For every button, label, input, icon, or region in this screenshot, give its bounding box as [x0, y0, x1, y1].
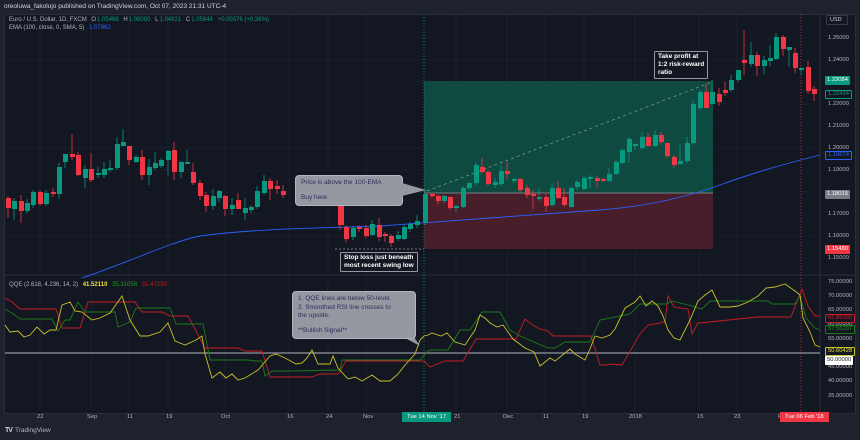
- price-tick: 1.17000: [828, 211, 849, 217]
- time-tick: 11: [543, 414, 550, 420]
- price-tick: 1.22000: [828, 101, 849, 107]
- symbol-legend: Euro / U.S. Dollar, 1D, FXCM O1.05468 H1…: [9, 17, 269, 23]
- time-tick: Nov: [363, 414, 374, 420]
- qqe-tick: 40.00000: [828, 378, 853, 384]
- last-price-tag: 1.22494: [825, 90, 852, 99]
- qqe-tick: 55.00000: [828, 336, 853, 342]
- price-tick: 1.19000: [828, 167, 849, 173]
- candlesticks: [6, 30, 817, 247]
- time-tick: 19: [166, 414, 173, 420]
- exit-date-tag: Tue 06 Feb '18: [780, 412, 829, 422]
- price-tick: 1.20000: [828, 145, 849, 151]
- qqe-tick: 70.00000: [828, 293, 853, 299]
- qqe-yellow-tag: 50.60428: [825, 347, 856, 356]
- price-tick: 1.21000: [828, 123, 849, 129]
- qqe-red-line: [4, 287, 820, 378]
- time-tick: 15: [697, 414, 704, 420]
- take-profit-note[interactable]: Take profit at 1:2 risk-reward ratio: [654, 51, 709, 79]
- stop-loss-note[interactable]: Stop loss just beneath most recent swing…: [340, 252, 418, 272]
- qqe-yellow-line: [4, 283, 821, 382]
- currency-button[interactable]: USD: [826, 15, 848, 25]
- time-tick: 19: [582, 414, 589, 420]
- entry-date-tag: Tue 14 Nov '17: [402, 412, 451, 422]
- time-tick: 11: [127, 414, 134, 420]
- qqe-red-tag: 61.86365: [825, 314, 856, 323]
- qqe-tick: 60.00000: [828, 321, 853, 327]
- loss-zone: [424, 193, 713, 249]
- tradingview-logo-icon: TV: [5, 427, 13, 434]
- qqe-legend: QQE (2.618, 4.236, 14, 2) 41.52110 35.31…: [9, 282, 167, 288]
- price-tick: 1.24000: [828, 57, 849, 63]
- time-tick: Sep: [87, 414, 98, 420]
- price-tick: 1.25000: [828, 35, 849, 41]
- time-tick: 24: [326, 414, 333, 420]
- time-tick: F: [778, 414, 782, 420]
- tradingview-logo[interactable]: TV TradingView: [5, 427, 51, 434]
- qqe-green-tag: 57.56297: [825, 325, 856, 334]
- footer-bar: [0, 424, 860, 440]
- qqe-green-line: [4, 294, 821, 377]
- time-tick: Oct: [221, 414, 231, 420]
- price-tick: 1.16000: [828, 233, 849, 239]
- ema-line: [81, 154, 821, 279]
- qqe-tick: 65.00000: [828, 307, 853, 313]
- time-tick: 22: [37, 414, 44, 420]
- publish-header: oreoluwa_fakolujo published on TradingVi…: [0, 0, 860, 14]
- time-tick: 16: [287, 414, 294, 420]
- ema-price-tag: 1.19674: [825, 151, 852, 160]
- qqe-callout[interactable]: 1. QQE lines are below 50-level. 2. Smoo…: [292, 291, 416, 339]
- qqe-tick: 35.00000: [828, 393, 853, 399]
- time-tick: Dec: [503, 414, 514, 420]
- time-tick: 2018: [629, 414, 642, 420]
- stop-loss-price-tag: 1.15480: [825, 245, 850, 254]
- qqe-tick: 45.00000: [828, 364, 853, 370]
- qqe-tick: 75.00000: [828, 279, 853, 285]
- price-tick: 1.15000: [828, 255, 849, 261]
- time-tick: 21: [454, 414, 461, 420]
- entry-price-tag: 1.18015: [825, 190, 850, 199]
- buy-callout[interactable]: Price is above the 100-EMA Buy here: [295, 175, 403, 206]
- time-tick: 23: [734, 414, 741, 420]
- qqe-level-tag: 50.00000: [825, 356, 854, 365]
- ema-legend: EMA (100, close, 0, SMA, 5) 1.07862: [9, 25, 111, 31]
- take-profit-price-tag: 1.23084: [825, 76, 850, 85]
